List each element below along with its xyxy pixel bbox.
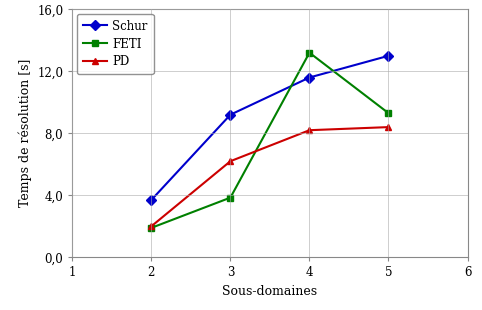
FETI bbox=[307, 51, 312, 55]
Schur bbox=[307, 76, 312, 79]
Line: Schur: Schur bbox=[148, 52, 392, 203]
Schur bbox=[148, 198, 154, 202]
FETI bbox=[386, 111, 391, 115]
Y-axis label: Temps de résolution [s]: Temps de résolution [s] bbox=[18, 59, 32, 207]
FETI bbox=[148, 226, 154, 230]
PD bbox=[228, 159, 233, 163]
X-axis label: Sous-domaines: Sous-domaines bbox=[222, 285, 318, 298]
PD bbox=[307, 128, 312, 132]
Line: FETI: FETI bbox=[148, 49, 392, 231]
Legend: Schur, FETI, PD: Schur, FETI, PD bbox=[77, 14, 154, 74]
PD bbox=[148, 224, 154, 228]
Schur bbox=[386, 54, 391, 58]
PD bbox=[386, 125, 391, 129]
FETI bbox=[228, 196, 233, 200]
Line: PD: PD bbox=[148, 124, 392, 230]
Schur bbox=[228, 113, 233, 117]
